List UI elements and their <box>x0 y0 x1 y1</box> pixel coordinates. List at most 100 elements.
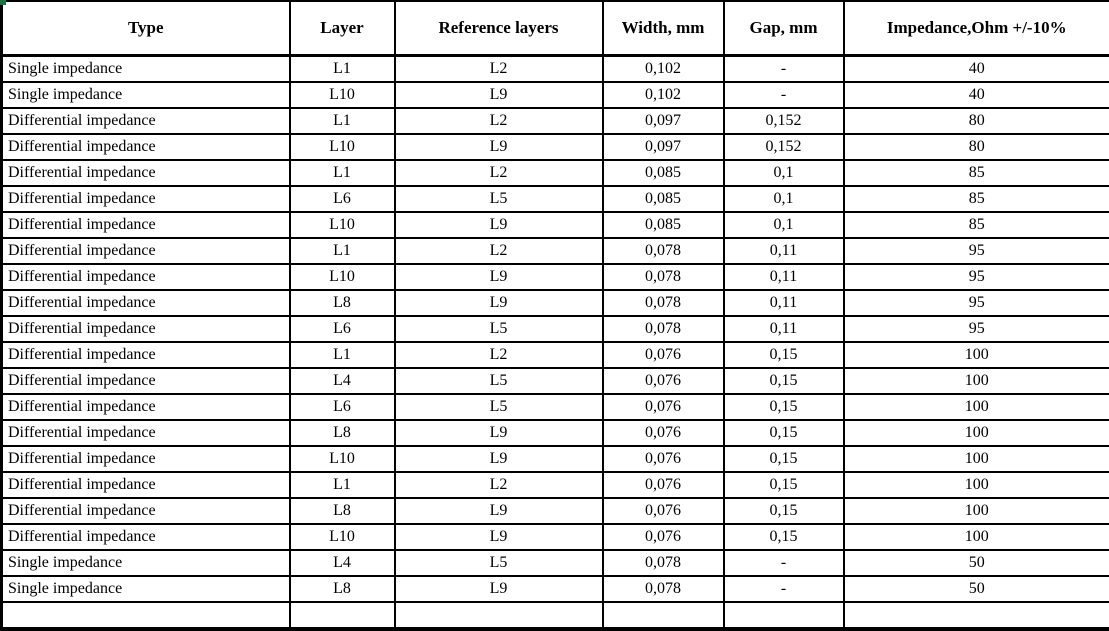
table-header-row: Type Layer Reference layers Width, mm Ga… <box>0 0 1109 57</box>
table-row: Differential impedance L1 L2 0,097 0,152 80 <box>0 107 1109 135</box>
cell-gap_mm: 0,1 <box>722 211 845 239</box>
cell-width_mm: 0,085 <box>601 159 725 187</box>
cell-impedance: 80 <box>842 133 1109 161</box>
cell-layer: L6 <box>288 393 396 421</box>
cell-layer: L4 <box>288 367 396 395</box>
cell-type <box>0 601 291 630</box>
table-row: Differential impedance L10 L9 0,078 0,11 95 <box>0 263 1109 291</box>
cell-width_mm: 0,097 <box>601 133 725 161</box>
cell-layer: L10 <box>288 133 396 161</box>
cell-impedance: 100 <box>842 471 1109 499</box>
cell-width_mm: 0,078 <box>601 315 725 343</box>
cell-impedance: 85 <box>842 185 1109 213</box>
cell-gap_mm: 0,15 <box>722 393 845 421</box>
column-header-impedance: Impedance,Ohm +/-10% <box>842 0 1109 57</box>
cell-width_mm: 0,076 <box>601 419 725 447</box>
cell-layer: L1 <box>288 159 396 187</box>
table-row: Differential impedance L10 L9 0,076 0,15 100 <box>0 445 1109 473</box>
cell-gap_mm: 0,11 <box>722 237 845 265</box>
cell-layer: L8 <box>288 289 396 317</box>
cell-impedance: 40 <box>842 81 1109 109</box>
cell-gap_mm: 0,11 <box>722 289 845 317</box>
cell-width_mm: 0,076 <box>601 341 725 369</box>
cell-reference_layers: L9 <box>393 81 604 109</box>
cell-reference_layers: L9 <box>393 419 604 447</box>
cell-width_mm: 0,078 <box>601 289 725 317</box>
cell-reference_layers: L9 <box>393 445 604 473</box>
cell-reference_layers: L9 <box>393 133 604 161</box>
cell-type: Differential impedance <box>0 471 291 499</box>
cell-width_mm: 0,076 <box>601 445 725 473</box>
cell-type: Differential impedance <box>0 315 291 343</box>
cell-gap_mm: 0,15 <box>722 367 845 395</box>
cell-gap_mm: 0,15 <box>722 419 845 447</box>
cell-gap_mm: 0,152 <box>722 107 845 135</box>
cell-layer: L1 <box>288 471 396 499</box>
cell-layer: L1 <box>288 107 396 135</box>
cell-width_mm: 0,078 <box>601 549 725 577</box>
table-row: Differential impedance L6 L5 0,085 0,1 85 <box>0 185 1109 213</box>
cell-reference_layers: L2 <box>393 54 604 83</box>
cell-type: Single impedance <box>0 54 291 83</box>
table-row: Differential impedance L8 L9 0,076 0,15 100 <box>0 419 1109 447</box>
cell-layer: L6 <box>288 315 396 343</box>
column-header-type: Type <box>0 0 291 57</box>
cell-reference_layers: L9 <box>393 263 604 291</box>
cell-type: Differential impedance <box>0 393 291 421</box>
cell-type: Differential impedance <box>0 133 291 161</box>
cell-type: Single impedance <box>0 81 291 109</box>
table-row: Differential impedance L1 L2 0,076 0,15 100 <box>0 341 1109 369</box>
cell-width_mm: 0,085 <box>601 185 725 213</box>
table-row: Single impedance L8 L9 0,078-50 <box>0 575 1109 603</box>
cell-width_mm: 0,076 <box>601 523 725 551</box>
cell-gap_mm: 0,152 <box>722 133 845 161</box>
cell-layer: L10 <box>288 263 396 291</box>
cell-layer <box>288 601 396 630</box>
table-row: Differential impedance L6 L5 0,078 0,11 95 <box>0 315 1109 343</box>
cell-impedance: 100 <box>842 419 1109 447</box>
column-header-gap-mm: Gap, mm <box>722 0 845 57</box>
cell-impedance: 100 <box>842 393 1109 421</box>
cell-impedance: 85 <box>842 159 1109 187</box>
cell-impedance: 100 <box>842 341 1109 369</box>
cell-impedance: 95 <box>842 315 1109 343</box>
table-row: Differential impedance L10 L9 0,097 0,152 80 <box>0 133 1109 161</box>
cell-reference_layers: L9 <box>393 523 604 551</box>
table-row <box>0 601 1109 630</box>
cell-width_mm: 0,078 <box>601 575 725 603</box>
cell-impedance: 50 <box>842 549 1109 577</box>
cell-impedance: 80 <box>842 107 1109 135</box>
cell-layer: L8 <box>288 575 396 603</box>
cell-impedance: 95 <box>842 237 1109 265</box>
table-row: Single impedance L10 L9 0,102-40 <box>0 81 1109 109</box>
column-header-reference-layers: Reference layers <box>393 0 604 57</box>
cell-impedance: 40 <box>842 54 1109 83</box>
cell-impedance <box>842 601 1109 630</box>
cell-width_mm: 0,085 <box>601 211 725 239</box>
cell-gap_mm: 0,1 <box>722 185 845 213</box>
cell-type: Differential impedance <box>0 237 291 265</box>
table-row: Differential impedance L8 L9 0,078 0,11 95 <box>0 289 1109 317</box>
cell-gap_mm: 0,15 <box>722 471 845 499</box>
cell-width_mm: 0,097 <box>601 107 725 135</box>
cell-gap_mm: - <box>722 54 845 83</box>
cell-type: Differential impedance <box>0 263 291 291</box>
cell-layer: L10 <box>288 211 396 239</box>
column-header-layer: Layer <box>288 0 396 57</box>
cell-impedance: 100 <box>842 497 1109 525</box>
cell-layer: L10 <box>288 81 396 109</box>
cell-impedance: 50 <box>842 575 1109 603</box>
cell-type: Single impedance <box>0 549 291 577</box>
cell-gap_mm: 0,15 <box>722 341 845 369</box>
cell-type: Differential impedance <box>0 185 291 213</box>
cell-reference_layers: L5 <box>393 185 604 213</box>
table-row: Single impedance L4 L5 0,078-50 <box>0 549 1109 577</box>
cell-impedance: 85 <box>842 211 1109 239</box>
cell-width_mm: 0,076 <box>601 393 725 421</box>
cell-type: Differential impedance <box>0 107 291 135</box>
cell-type: Differential impedance <box>0 341 291 369</box>
table-body: Single impedance L1 L2 0,102-40 Single imped… <box>0 54 1109 630</box>
cell-width_mm: 0,076 <box>601 367 725 395</box>
cell-reference_layers: L9 <box>393 289 604 317</box>
